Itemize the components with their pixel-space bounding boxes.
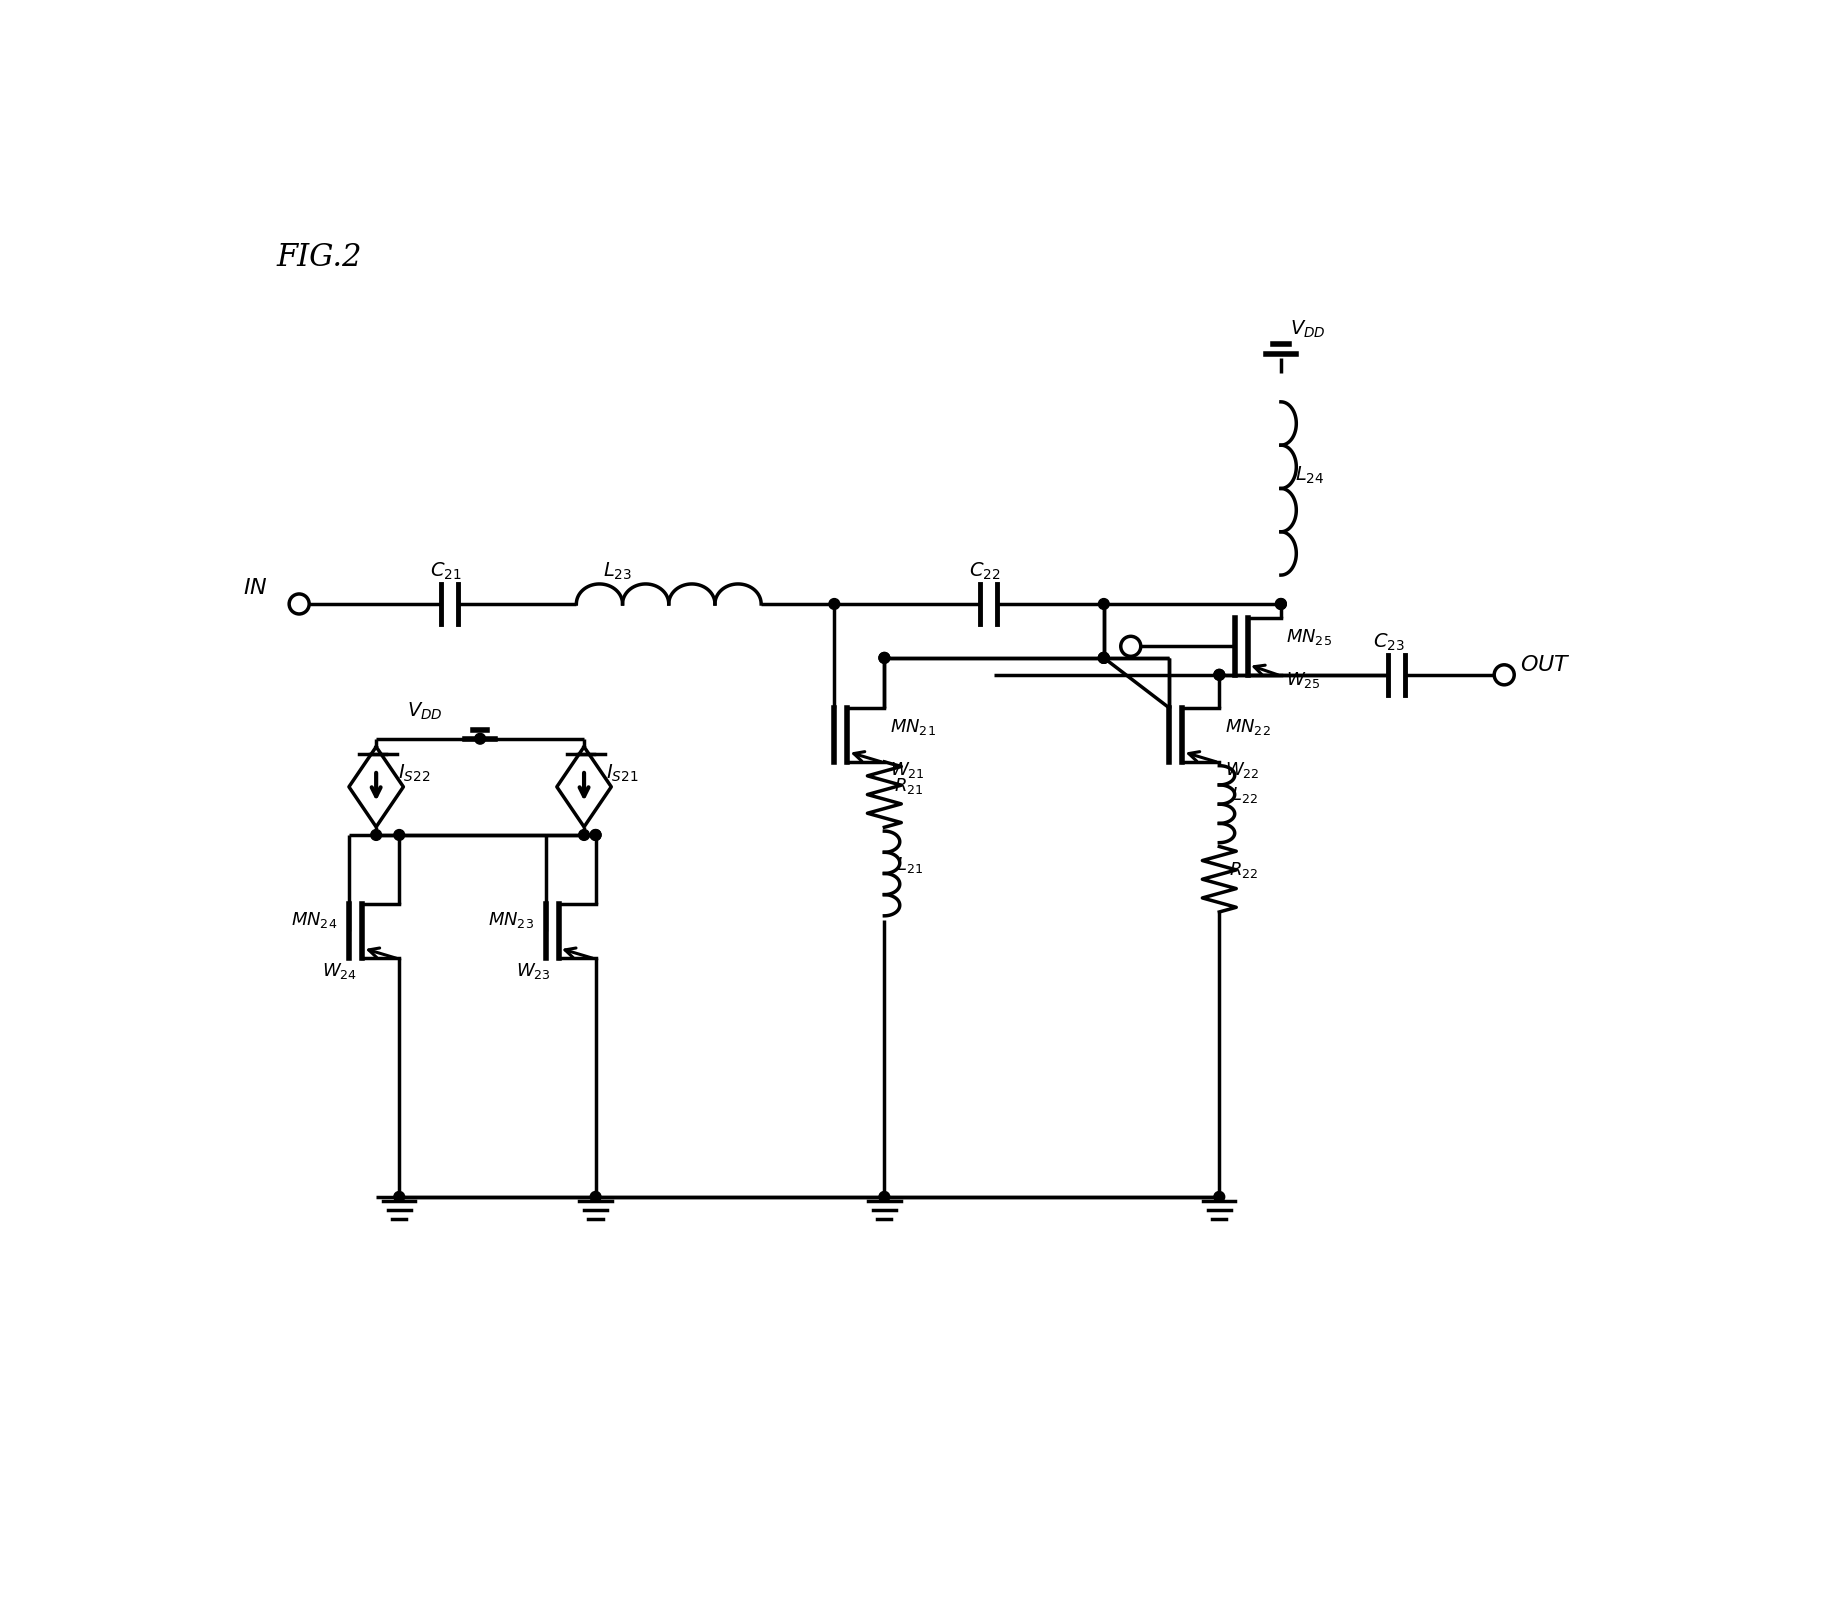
Text: $L_{22}$: $L_{22}$ [1229,786,1257,805]
Circle shape [474,734,485,744]
Text: $MN_{22}$: $MN_{22}$ [1224,716,1270,737]
Text: $MN_{25}$: $MN_{25}$ [1286,627,1332,647]
Text: $W_{24}$: $W_{24}$ [322,961,357,981]
Circle shape [879,653,889,663]
Circle shape [1213,669,1224,681]
Text: $I_{S21}$: $I_{S21}$ [605,763,638,784]
Text: $MN_{21}$: $MN_{21}$ [889,716,934,737]
Text: $IN$: $IN$ [244,577,267,600]
Text: FIG.2: FIG.2 [277,242,361,273]
Text: $V_{DD}$: $V_{DD}$ [407,702,442,723]
Circle shape [1213,669,1224,681]
Text: $OUT$: $OUT$ [1519,653,1570,676]
Text: $W_{25}$: $W_{25}$ [1286,669,1321,690]
Circle shape [828,598,839,610]
Text: $L_{21}$: $L_{21}$ [896,855,921,874]
Circle shape [1493,665,1513,686]
Circle shape [590,1192,601,1202]
Circle shape [1119,636,1140,656]
Circle shape [289,594,310,615]
Text: $C_{23}$: $C_{23}$ [1372,632,1405,653]
Text: $MN_{24}$: $MN_{24}$ [291,910,337,931]
Circle shape [1213,1192,1224,1202]
Text: $L_{23}$: $L_{23}$ [603,561,632,582]
Circle shape [879,1192,889,1202]
Text: $I_{S22}$: $I_{S22}$ [398,763,431,784]
Circle shape [879,653,889,663]
Text: $R_{21}$: $R_{21}$ [894,776,923,795]
Text: $V_{DD}$: $V_{DD}$ [1290,318,1325,340]
Text: $W_{22}$: $W_{22}$ [1224,760,1259,781]
Text: $MN_{23}$: $MN_{23}$ [487,910,533,931]
Text: $L_{24}$: $L_{24}$ [1293,465,1323,486]
Circle shape [1097,653,1108,663]
Circle shape [394,829,405,840]
Circle shape [1275,598,1286,610]
Circle shape [1097,653,1108,663]
Text: $W_{23}$: $W_{23}$ [517,961,551,981]
Circle shape [394,1192,405,1202]
Circle shape [370,829,381,840]
Text: $C_{21}$: $C_{21}$ [431,561,462,582]
Circle shape [1097,653,1108,663]
Text: $W_{21}$: $W_{21}$ [889,760,923,781]
Circle shape [590,829,601,840]
Text: $R_{22}$: $R_{22}$ [1227,860,1257,881]
Circle shape [579,829,590,840]
Text: $C_{22}$: $C_{22}$ [969,561,1000,582]
Circle shape [1097,598,1108,610]
Circle shape [1275,598,1286,610]
Circle shape [590,829,601,840]
